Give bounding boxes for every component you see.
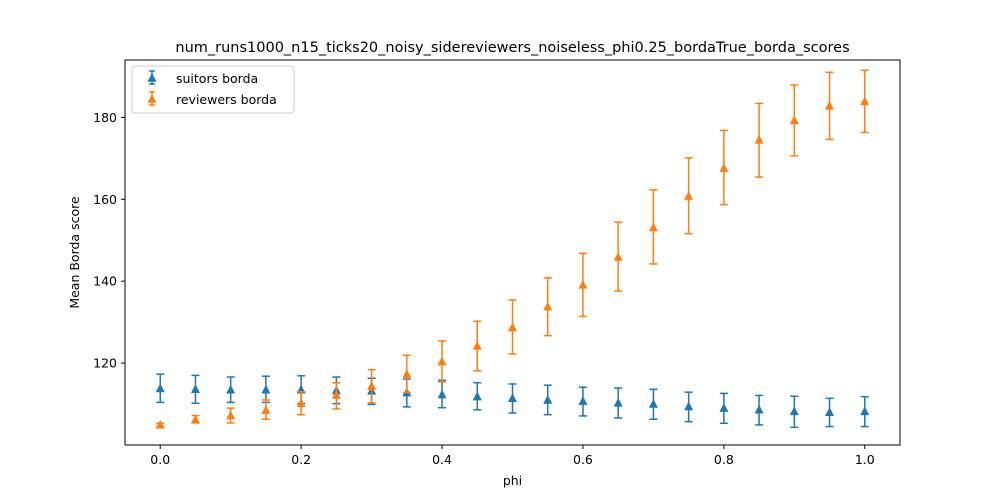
data-point <box>719 403 729 412</box>
x-tick-label: 0.8 <box>714 452 734 467</box>
data-point <box>190 384 200 394</box>
data-point <box>472 391 482 401</box>
data-point <box>789 115 799 124</box>
data-point <box>472 340 482 350</box>
data-point <box>155 383 165 393</box>
data-point <box>190 414 200 424</box>
data-point <box>613 397 623 407</box>
data-point <box>261 405 271 414</box>
data-point <box>684 401 694 411</box>
data-point <box>155 419 165 429</box>
data-point <box>754 404 764 414</box>
legend-box <box>131 65 295 114</box>
y-tick-label: 180 <box>93 110 117 125</box>
data-point <box>578 279 588 289</box>
data-point <box>508 322 517 332</box>
legend-marker <box>147 73 157 82</box>
x-axis-label: phi <box>503 473 522 488</box>
y-axis-label: Mean Borda score <box>67 196 82 309</box>
legend: suitors borda reviewers borda <box>131 65 295 114</box>
data-point <box>648 222 658 232</box>
data-point <box>543 394 553 404</box>
data-point <box>789 406 799 416</box>
legend-markers <box>147 70 157 106</box>
x-tick-label: 0.2 <box>291 452 311 467</box>
data-point <box>367 381 377 390</box>
data-point <box>402 369 412 378</box>
data-point <box>226 410 236 420</box>
plot-area <box>155 69 870 429</box>
y-tick-label: 120 <box>93 356 117 371</box>
x-tick-label: 0.4 <box>432 452 452 467</box>
data-point <box>613 252 623 261</box>
x-tick-label: 0.0 <box>150 452 170 467</box>
data-point <box>543 301 553 311</box>
data-point <box>860 96 870 106</box>
data-point <box>331 390 341 399</box>
y-tick-label: 140 <box>93 274 117 289</box>
x-tick-label: 0.6 <box>573 452 593 467</box>
data-point <box>578 396 588 405</box>
data-point <box>684 190 694 200</box>
legend-marker <box>147 94 157 103</box>
data-point <box>296 398 306 407</box>
data-point <box>719 163 729 172</box>
data-point <box>508 393 517 403</box>
data-point <box>226 384 236 394</box>
data-point <box>754 134 764 144</box>
legend-label-reviewers: reviewers borda <box>176 92 277 107</box>
data-point <box>261 384 271 394</box>
series-1 <box>155 69 870 429</box>
axes: 0.0 0.2 0.4 0.6 0.8 1.0 120 140 160 180 <box>93 110 875 467</box>
data-point <box>825 407 835 416</box>
data-point <box>825 100 835 110</box>
data-point <box>437 356 447 366</box>
data-point <box>860 406 870 416</box>
y-tick-label: 160 <box>93 192 117 207</box>
data-point <box>648 399 658 408</box>
plot-frame <box>124 59 901 446</box>
x-tick-label: 1.0 <box>855 452 875 467</box>
chart-title: num_runs1000_n15_ticks20_noisy_siderevie… <box>175 40 849 56</box>
data-point <box>437 389 447 399</box>
legend-label-suitors: suitors borda <box>176 71 258 86</box>
